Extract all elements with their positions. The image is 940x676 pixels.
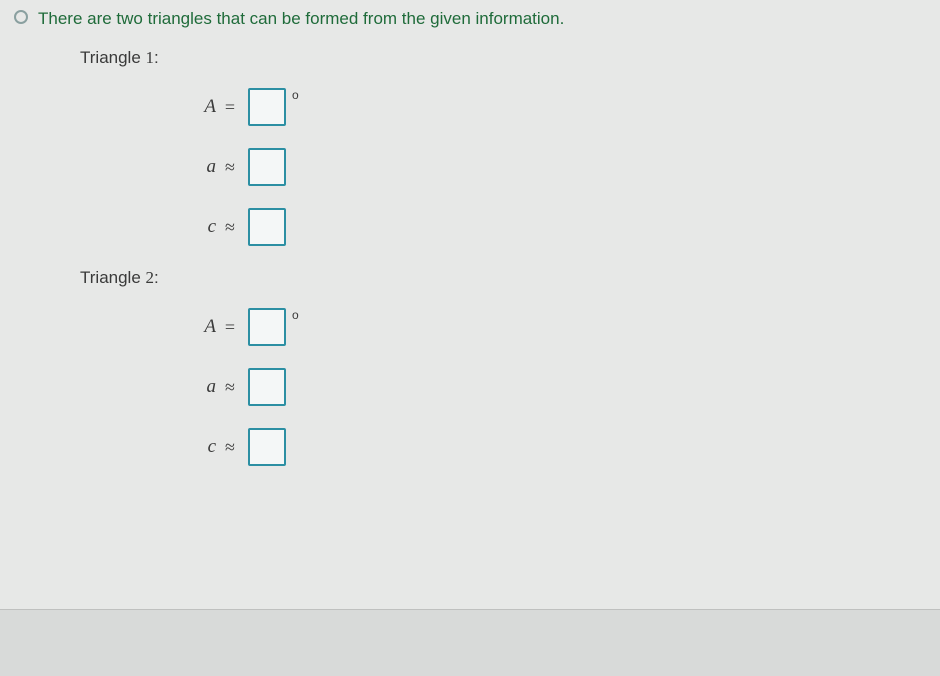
- var-label-A2: A: [170, 316, 216, 338]
- var-label-c1: c: [170, 216, 216, 238]
- triangle-2-title-prefix: Triangle: [80, 268, 146, 287]
- triangle-2-row-a: a ≈: [80, 368, 940, 406]
- triangle-2-title-number: 2: [146, 268, 155, 287]
- var-label-a1: a: [170, 156, 216, 178]
- input-c1[interactable]: [248, 208, 286, 246]
- input-A1[interactable]: [248, 88, 286, 126]
- triangle-1-block: Triangle 1: A = o a ≈ c ≈: [80, 48, 940, 246]
- triangle-2-row-A: A = o: [80, 308, 940, 346]
- var-label-a2: a: [170, 376, 216, 398]
- op-A2: =: [222, 317, 238, 338]
- option-label: There are two triangles that can be form…: [38, 8, 564, 30]
- triangle-2-row-c: c ≈: [80, 428, 940, 466]
- radio-option-row: There are two triangles that can be form…: [0, 8, 940, 30]
- triangle-1-title: Triangle 1:: [80, 48, 940, 68]
- radio-two-triangles[interactable]: [14, 10, 28, 24]
- triangle-2-block: Triangle 2: A = o a ≈ c ≈: [80, 268, 940, 466]
- var-label-A1: A: [170, 96, 216, 118]
- degree-A2: o: [292, 308, 299, 322]
- op-a2: ≈: [222, 377, 238, 398]
- input-a2[interactable]: [248, 368, 286, 406]
- op-A1: =: [222, 97, 238, 118]
- triangle-2-title-suffix: :: [154, 268, 159, 287]
- triangle-2-title: Triangle 2:: [80, 268, 940, 288]
- degree-A1: o: [292, 88, 299, 102]
- triangle-1-row-c: c ≈: [80, 208, 940, 246]
- op-c1: ≈: [222, 217, 238, 238]
- op-a1: ≈: [222, 157, 238, 178]
- triangle-1-row-a: a ≈: [80, 148, 940, 186]
- var-label-c2: c: [170, 436, 216, 458]
- input-A2[interactable]: [248, 308, 286, 346]
- question-panel: There are two triangles that can be form…: [0, 0, 940, 610]
- triangle-1-row-A: A = o: [80, 88, 940, 126]
- input-c2[interactable]: [248, 428, 286, 466]
- op-c2: ≈: [222, 437, 238, 458]
- triangle-1-title-suffix: :: [154, 48, 159, 67]
- triangle-1-title-number: 1: [146, 48, 155, 67]
- triangle-1-title-prefix: Triangle: [80, 48, 146, 67]
- input-a1[interactable]: [248, 148, 286, 186]
